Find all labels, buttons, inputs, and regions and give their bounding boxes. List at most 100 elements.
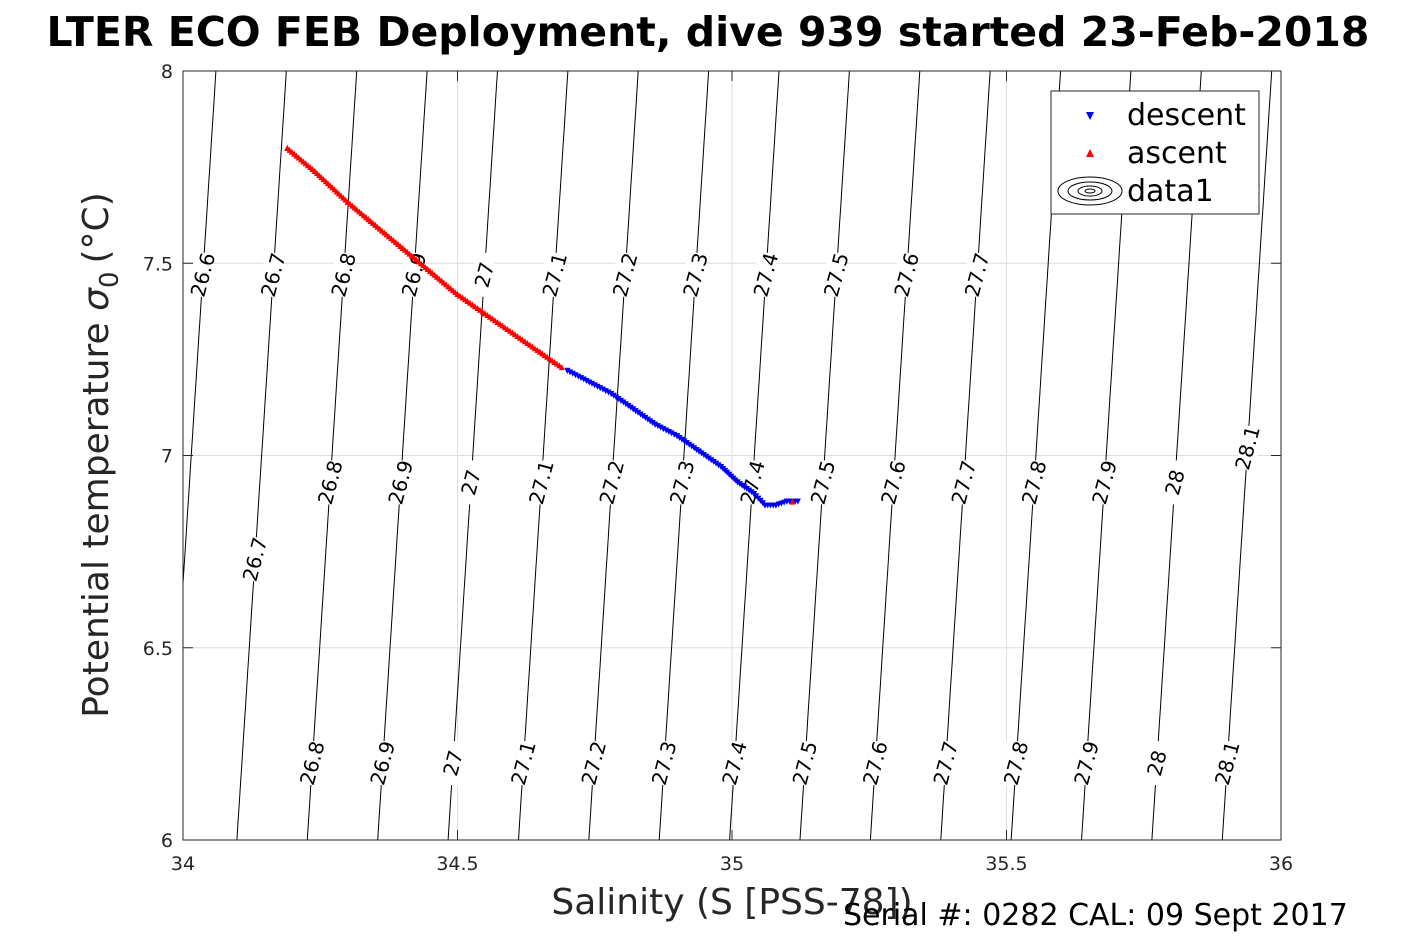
y-tick-label: 6.5	[143, 638, 173, 660]
descent-marker	[644, 416, 651, 423]
legend-descent-marker	[1086, 112, 1094, 120]
descent-point	[761, 502, 768, 509]
contour-label-bg	[583, 741, 604, 786]
descent-marker	[627, 404, 634, 411]
descent-point	[586, 379, 593, 386]
x-tick-label: 34.5	[436, 853, 478, 875]
descent-marker	[647, 418, 654, 425]
descent-marker	[622, 401, 629, 408]
contour-label-bg	[826, 252, 847, 297]
contour-label-bg	[812, 460, 833, 505]
y-tick-label: 7	[161, 446, 173, 468]
descent-point	[564, 367, 571, 374]
grid-lines	[183, 71, 1281, 840]
descent-marker	[739, 482, 746, 489]
y-axis-label: Potential temperature σ0 (°C)	[76, 192, 125, 718]
contour-label-bg	[685, 252, 706, 297]
descent-point	[718, 464, 725, 471]
descent-point	[783, 498, 790, 505]
descent-marker	[705, 455, 712, 462]
contour-line	[377, 71, 428, 840]
contour-label-bg	[192, 252, 213, 297]
contour-label-bg	[320, 460, 341, 505]
axis-ticks: 34 34.5 35 35.5 36 6 6.5 7 7.5 8	[143, 61, 1293, 875]
contour-labels: 26.6 26.7 26.8 26.9 27 27.1 27.2 27.3 27.4 27.5 27…	[185, 250, 1264, 788]
descent-point	[630, 406, 637, 413]
legend-ascent-label: ascent	[1127, 136, 1227, 171]
descent-marker	[708, 457, 715, 464]
contour-line	[658, 71, 710, 840]
contour-label-bg	[1076, 741, 1097, 786]
descent-point	[734, 479, 741, 486]
ascent-point	[481, 310, 488, 317]
descent-marker	[617, 397, 624, 404]
contour-label-bg	[724, 741, 745, 786]
contour-label-bg	[883, 460, 904, 505]
descent-marker	[678, 436, 685, 443]
serial-calibration-note: Serial #: 0282 CAL: 09 Sept 2017	[843, 898, 1348, 933]
descent-marker	[637, 411, 644, 418]
descent-marker	[625, 402, 632, 409]
contour-line	[588, 71, 639, 840]
contour-label-bg	[794, 741, 815, 786]
contour-label-bg	[967, 252, 988, 297]
descent-marker	[639, 413, 646, 420]
contour-label-bg	[1094, 460, 1115, 505]
contour-label-bg	[601, 460, 622, 505]
descent-marker	[649, 420, 656, 427]
contour-label-bg	[953, 460, 974, 505]
x-axis-label: Salinity (S [PSS-78])	[551, 882, 912, 923]
legend-box	[1050, 90, 1260, 215]
descent-marker	[620, 399, 627, 406]
contour-label-bg	[1146, 741, 1167, 786]
contour-line	[518, 71, 569, 840]
descent-marker	[613, 394, 620, 401]
y-axis-label-unit: (°C)	[76, 192, 117, 263]
descent-point	[674, 433, 681, 440]
contour-label-bg	[461, 460, 482, 505]
descent-marker	[703, 453, 710, 460]
contour-label-bg	[896, 252, 917, 297]
y-tick-label: 7.5	[143, 253, 173, 275]
contour-line	[799, 71, 850, 840]
ascent-point	[399, 244, 406, 251]
x-tick-label: 36	[1269, 853, 1293, 875]
descent-marker	[743, 486, 750, 493]
ascent-point	[536, 348, 543, 355]
descent-marker	[635, 409, 642, 416]
contour-label-bg	[372, 741, 393, 786]
y-tick-label: 6	[161, 830, 173, 852]
ascent-point	[509, 329, 516, 336]
ascent-point	[427, 267, 434, 274]
contour-label-bg	[1006, 741, 1027, 786]
contour-label-bg	[654, 741, 675, 786]
contour-label-bg	[244, 537, 265, 582]
contour-line	[1293, 71, 1342, 840]
contour-label-bg	[1217, 741, 1238, 786]
contour-label-bg	[615, 252, 636, 297]
descent-marker	[713, 460, 720, 467]
contour-label-bg	[333, 252, 354, 297]
contour-label-bg	[263, 252, 284, 297]
descent-marker	[615, 396, 622, 403]
contour-label-bg	[474, 252, 495, 297]
density-contours	[183, 71, 1342, 840]
contour-label-bg	[1024, 460, 1045, 505]
legend: descent ascent data1	[1050, 90, 1260, 215]
x-tick-label: 35.5	[985, 853, 1027, 875]
chart-title: LTER ECO FEB Deployment, dive 939 starte…	[47, 8, 1370, 56]
contour-label-bg	[1237, 425, 1258, 470]
contour-line	[447, 71, 498, 840]
contour-label-bg	[513, 741, 534, 786]
contour-label-bg	[302, 741, 323, 786]
contour-label-bg	[390, 460, 411, 505]
contour-line	[940, 71, 991, 840]
y-axis-label-subscript: 0	[95, 271, 125, 288]
descent-marker	[741, 484, 748, 491]
descent-marker	[688, 443, 695, 450]
descent-marker	[700, 452, 707, 459]
contour-label-bg	[672, 460, 693, 505]
legend-descent-label: descent	[1127, 98, 1246, 133]
y-tick-label: 8	[161, 61, 173, 83]
